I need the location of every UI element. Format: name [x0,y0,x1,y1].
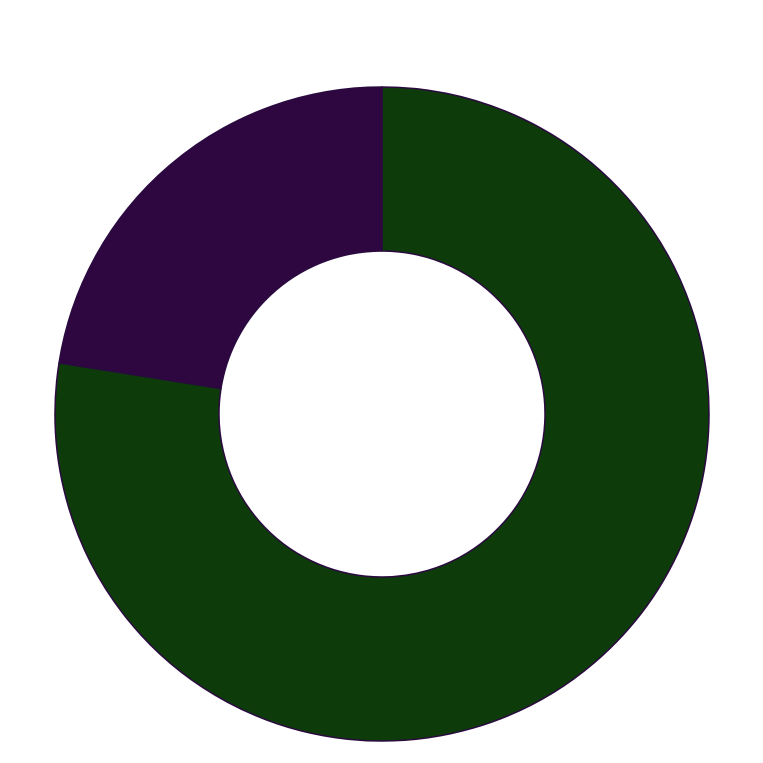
donut-slice-1 [54,86,710,742]
donut-slices [54,86,710,742]
donut-slice-2 [58,86,383,390]
